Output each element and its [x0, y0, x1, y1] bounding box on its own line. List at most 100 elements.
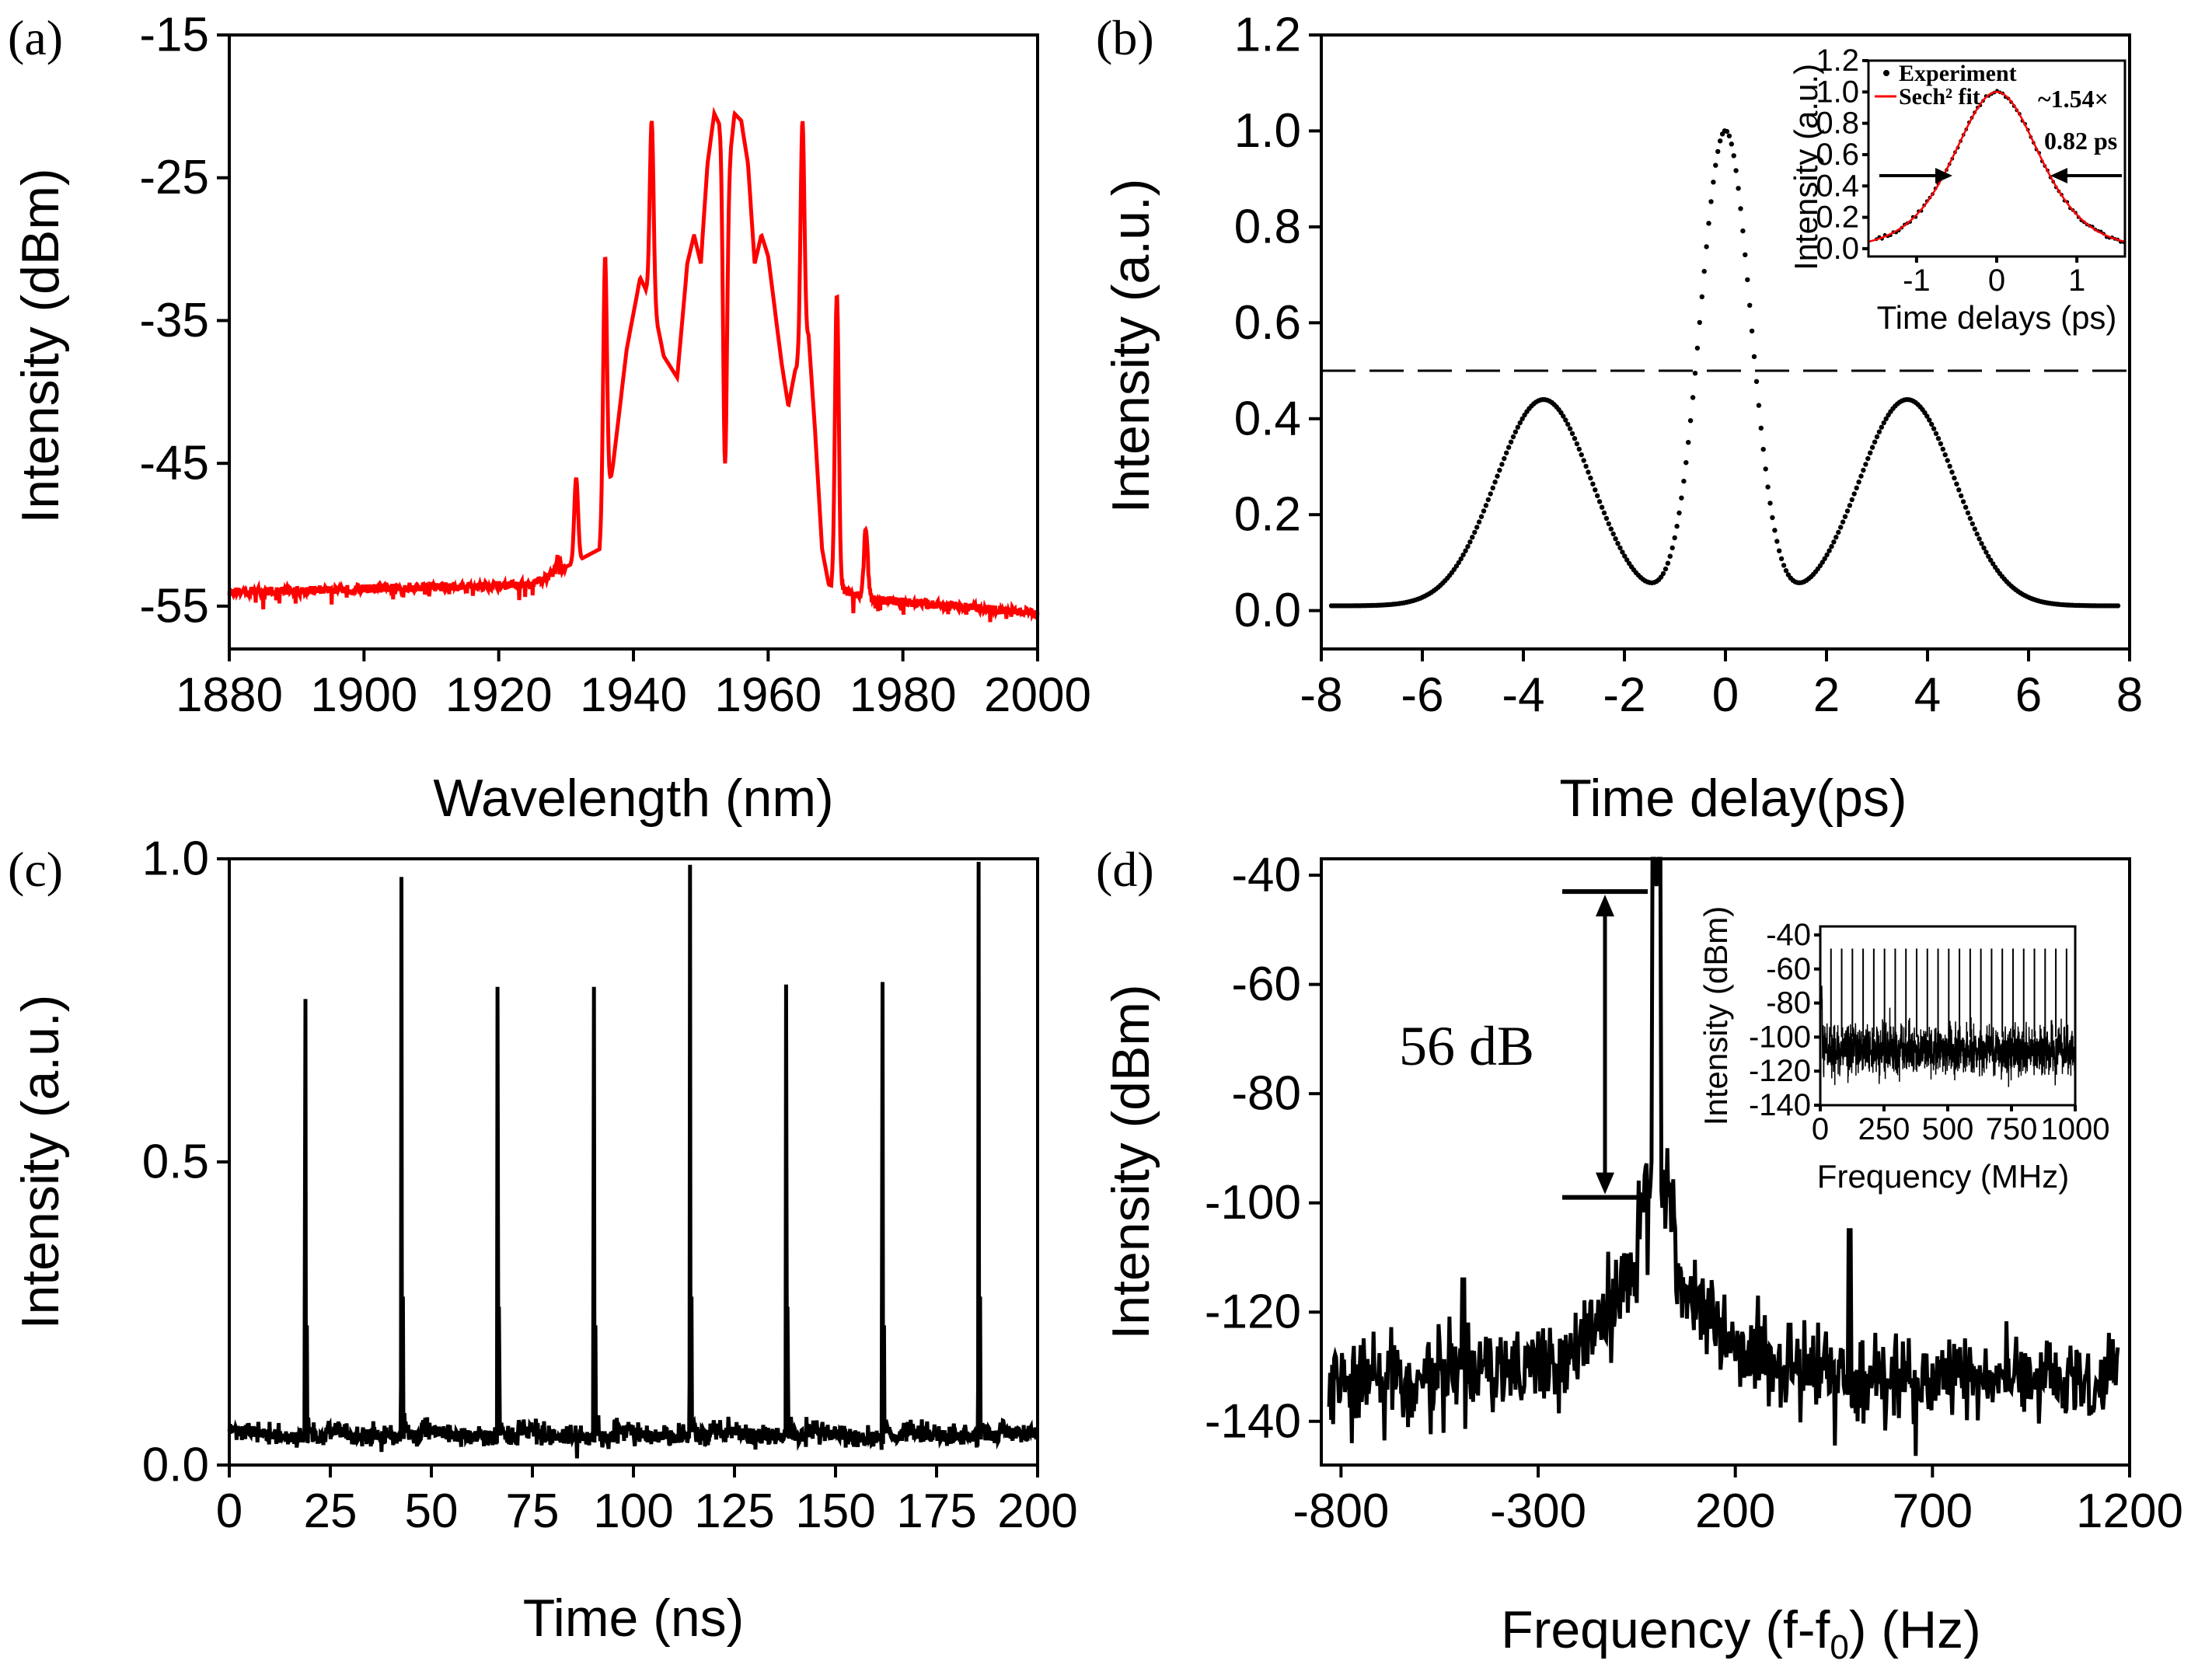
autocorrelation-point [1778, 556, 1785, 562]
panel-c-x-tick-label: 200 [997, 1484, 1077, 1538]
autocorrelation-point [1608, 526, 1614, 532]
autocorrelation-point [1599, 504, 1605, 510]
pulse-train-line [227, 861, 1040, 1459]
panel-b-inset-plot [1868, 89, 2126, 244]
panel-a-y-tick-label: -35 [139, 294, 209, 347]
autocorrelation-point [1683, 460, 1689, 466]
autocorrelation-point [1854, 485, 1859, 490]
autocorrelation-point [1967, 515, 1973, 522]
autocorrelation-point [1504, 450, 1509, 455]
panel-b-y-tick-label: 1.0 [1234, 104, 1301, 158]
autocorrelation-point [1718, 138, 1723, 144]
panel-d-x-label-tail: ) (Hz) [1849, 1600, 1981, 1659]
autocorrelation-point [1938, 441, 1944, 447]
fwhm-arrow-left-head [1935, 168, 1952, 183]
autocorrelation-point [1861, 467, 1866, 473]
panel-d-inset-y-tick-label: -60 [1766, 952, 1811, 986]
panel-b-inset-y-tick-label: 0.2 [1816, 201, 1859, 235]
autocorrelation-point [1833, 535, 1839, 540]
autocorrelation-point [1838, 525, 1844, 530]
autocorrelation-point [2115, 603, 2121, 609]
autocorrelation-point [1517, 420, 1523, 426]
autocorrelation-point [1824, 552, 1830, 558]
panel-c-x-label: Time (ns) [523, 1589, 745, 1648]
autocorrelation-point [1467, 539, 1473, 545]
autocorrelation-point [1856, 480, 1861, 485]
panel-d-inset-x-tick-label: 500 [1922, 1112, 1974, 1146]
autocorrelation-point [1563, 417, 1568, 423]
autocorrelation-point [1686, 440, 1691, 445]
panel-d-inset: 0 250 500 750 1000 -40-60-80-100-120-140 Fre… [1697, 906, 2109, 1195]
panel-a-x-ticks: 1880 1900 1920 1940 1960 1980 2000 [176, 649, 1091, 722]
panel-a-frame [228, 33, 1039, 651]
fwhm-arrow-right-head [2050, 168, 2067, 183]
panel-c-label: (c) [8, 842, 63, 897]
autocorrelation-point [1858, 473, 1864, 479]
autocorrelation-point [1924, 413, 1930, 419]
autocorrelation-point [1583, 463, 1589, 469]
autocorrelation-point [1624, 557, 1630, 563]
autocorrelation-point [1940, 446, 1945, 452]
autocorrelation-point [1869, 445, 1875, 450]
panel-d-inset-y-tick-label: -140 [1749, 1088, 1811, 1122]
panel-b-inset-x-tick-label: -1 [1903, 263, 1931, 298]
autocorrelation-point [1777, 548, 1782, 553]
autocorrelation-point [1851, 491, 1857, 497]
panel-d-inset-x-tick-label: 750 [1986, 1112, 2038, 1146]
panel-d-inset-x-label: Frequency (MHz) [1817, 1158, 2069, 1195]
panel-b-y-ticks: 0.0 0.2 0.4 0.6 0.8 1.0 1.2 [1234, 9, 1321, 637]
panel-a-y-ticks: -15 -25 -35 -45 -55 [139, 9, 229, 633]
autocorrelation-point [1979, 541, 1984, 546]
autocorrelation-point [1476, 519, 1482, 525]
autocorrelation-point [1701, 268, 1707, 274]
panel-b-y-tick-label: 0.2 [1234, 488, 1301, 542]
autocorrelation-point [1763, 466, 1768, 472]
panel-a-x-tick-label: 1960 [714, 668, 822, 722]
panel-d-inset-x-tick-label: 250 [1858, 1112, 1910, 1146]
autocorrelation-point [1942, 452, 1948, 458]
autocorrelation-point [1681, 478, 1687, 484]
panel-d-inset-plot [1819, 948, 2076, 1087]
autocorrelation-point [1687, 418, 1694, 424]
autocorrelation-point [1829, 543, 1834, 549]
autocorrelation-point [1988, 557, 1994, 563]
panel-c-y-label: Intensity (a.u.) [11, 995, 70, 1330]
panel-b-inset-x-tick-label: 1 [2068, 263, 2085, 298]
autocorrelation-point [1949, 469, 1955, 475]
autocorrelation-point [1615, 541, 1621, 546]
panel-b-label: (b) [1096, 10, 1154, 65]
panel-b-inset-y-tick-label: 1.2 [1816, 44, 1859, 78]
panel-d-frame [1320, 857, 2131, 1467]
autocorrelation-point [1699, 294, 1704, 299]
autocorrelation-point [1463, 548, 1468, 553]
autocorrelation-point [1881, 420, 1886, 426]
panel-c-y-tick-label: 0.5 [142, 1136, 209, 1189]
autocorrelation-point [1954, 481, 1959, 487]
autocorrelation-point [1474, 525, 1480, 530]
autocorrelation-point [1472, 529, 1478, 535]
autocorrelation-point [1774, 539, 1780, 544]
panel-c-x-tick-label: 75 [506, 1484, 560, 1538]
autocorrelation-point [1565, 421, 1571, 427]
autocorrelation-point [1713, 162, 1718, 168]
autocorrelation-point [1481, 508, 1487, 514]
panel-c-x-tick-label: 175 [896, 1484, 976, 1538]
autocorrelation-point [1760, 446, 1766, 452]
panel-b-x-tick-label: 8 [2116, 668, 2143, 722]
autocorrelation-point [1456, 560, 1462, 566]
autocorrelation-point [1588, 475, 1593, 481]
inset-rf-noise-line [1819, 986, 2076, 1087]
panel-b-x-tick-label: -6 [1401, 668, 1443, 722]
panel-b-x-tick-label: -2 [1603, 668, 1645, 722]
autocorrelation-point [1970, 521, 1975, 527]
snr-label: 56 dB [1399, 1015, 1534, 1077]
autocorrelation-point [1849, 497, 1854, 503]
panel-a: (a) 1880 1900 1920 1940 1960 1980 2000 -15-25-… [8, 9, 1091, 829]
autocorrelation-point [1927, 417, 1932, 423]
panel-a-x-tick-label: 1920 [445, 668, 553, 722]
autocorrelation-point [1660, 570, 1666, 577]
autocorrelation-point [1561, 413, 1566, 419]
autocorrelation-point [1488, 491, 1493, 497]
legend-fit-label: Sech² fit [1899, 84, 1980, 110]
panel-d-x-label: Frequency (f-f0) (Hz) [1501, 1600, 1981, 1666]
